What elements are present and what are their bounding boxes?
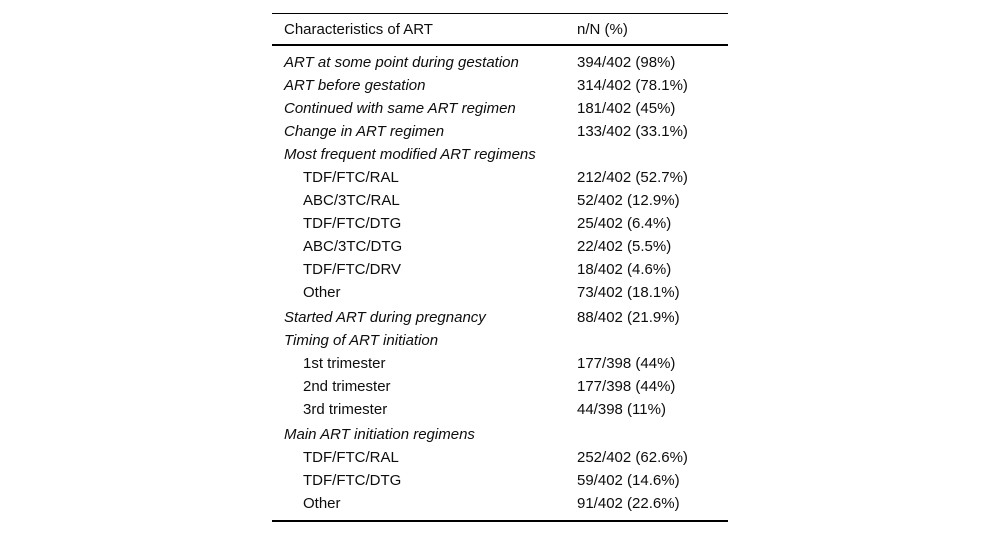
table-row: ART at some point during gestation 394/40…	[272, 45, 728, 74]
column-header-characteristics: Characteristics of ART	[272, 13, 565, 46]
row-value: 314/402 (78.1%)	[577, 77, 688, 94]
table-row: Other 73/402 (18.1%)	[272, 281, 728, 304]
row-value: 88/402 (21.9%)	[577, 309, 680, 326]
table-row: 3rd trimester 44/398 (11%)	[272, 398, 728, 421]
table-body: ART at some point during gestation 394/40…	[272, 45, 728, 521]
row-value: 181/402 (45%)	[577, 100, 676, 117]
row-label: 1st trimester	[303, 355, 386, 372]
row-value: 133/402 (33.1%)	[577, 123, 688, 140]
header-row: Characteristics of ART n/N (%)	[272, 13, 728, 46]
row-label: 3rd trimester	[303, 401, 388, 418]
row-value: 91/402 (22.6%)	[577, 495, 680, 512]
row-label: ART at some point during gestation	[284, 54, 519, 71]
row-value: 73/402 (18.1%)	[577, 284, 680, 301]
table-row: TDF/FTC/DTG 25/402 (6.4%)	[272, 212, 728, 235]
row-label: Other	[303, 495, 341, 512]
table-row: Other 91/402 (22.6%)	[272, 492, 728, 521]
row-value: 177/398 (44%)	[577, 355, 676, 372]
table-row: 1st trimester 177/398 (44%)	[272, 352, 728, 375]
row-value: 212/402 (52.7%)	[577, 169, 688, 186]
row-value	[565, 143, 728, 166]
row-value: 394/402 (98%)	[577, 54, 676, 71]
row-value: 44/398 (11%)	[577, 401, 666, 418]
table-row: TDF/FTC/RAL 212/402 (52.7%)	[272, 166, 728, 189]
row-label: TDF/FTC/DTG	[303, 472, 402, 489]
art-characteristics-table: Characteristics of ART n/N (%) ART at so…	[272, 13, 728, 522]
table-row: 2nd trimester 177/398 (44%)	[272, 375, 728, 398]
table-row: TDF/FTC/DRV 18/402 (4.6%)	[272, 258, 728, 281]
row-label: ABC/3TC/DTG	[303, 238, 403, 255]
art-characteristics-table-container: Characteristics of ART n/N (%) ART at so…	[272, 13, 728, 522]
table-row: ABC/3TC/DTG 22/402 (5.5%)	[272, 235, 728, 258]
row-label: Continued with same ART regimen	[284, 100, 516, 117]
column-header-n-over-N-percent: n/N (%)	[565, 13, 728, 46]
row-label: ART before gestation	[284, 77, 426, 94]
row-label: 2nd trimester	[303, 378, 391, 395]
row-value: 25/402 (6.4%)	[577, 215, 672, 232]
row-value: 22/402 (5.5%)	[577, 238, 672, 255]
table-row: TDF/FTC/RAL 252/402 (62.6%)	[272, 446, 728, 469]
table-row: Continued with same ART regimen 181/402 (…	[272, 97, 728, 120]
row-label: Main ART initiation regimens	[284, 426, 475, 443]
table-row: Most frequent modified ART regimens	[272, 143, 728, 166]
row-value: 177/398 (44%)	[577, 378, 676, 395]
table-row: Timing of ART initiation	[272, 329, 728, 352]
row-label: TDF/FTC/DRV	[303, 261, 402, 278]
row-value	[565, 421, 728, 446]
table-row: TDF/FTC/DTG 59/402 (14.6%)	[272, 469, 728, 492]
row-label: Timing of ART initiation	[284, 332, 439, 349]
row-label: Change in ART regimen	[284, 123, 445, 140]
row-label: TDF/FTC/RAL	[303, 169, 399, 186]
row-label: Most frequent modified ART regimens	[284, 146, 536, 163]
table-row: Change in ART regimen 133/402 (33.1%)	[272, 120, 728, 143]
row-label: TDF/FTC/DTG	[303, 215, 402, 232]
table-header: Characteristics of ART n/N (%)	[272, 13, 728, 46]
row-value: 52/402 (12.9%)	[577, 192, 680, 209]
row-label: ABC/3TC/RAL	[303, 192, 400, 209]
row-value: 59/402 (14.6%)	[577, 472, 680, 489]
table-row: ABC/3TC/RAL 52/402 (12.9%)	[272, 189, 728, 212]
table-row: Started ART during pregnancy 88/402 (21.9…	[272, 304, 728, 329]
row-label: Started ART during pregnancy	[284, 309, 486, 326]
row-value: 18/402 (4.6%)	[577, 261, 672, 278]
row-label: Other	[303, 284, 341, 301]
row-label: TDF/FTC/RAL	[303, 449, 399, 466]
row-value	[565, 329, 728, 352]
table-row: ART before gestation 314/402 (78.1%)	[272, 74, 728, 97]
table-row: Main ART initiation regimens	[272, 421, 728, 446]
row-value: 252/402 (62.6%)	[577, 449, 688, 466]
